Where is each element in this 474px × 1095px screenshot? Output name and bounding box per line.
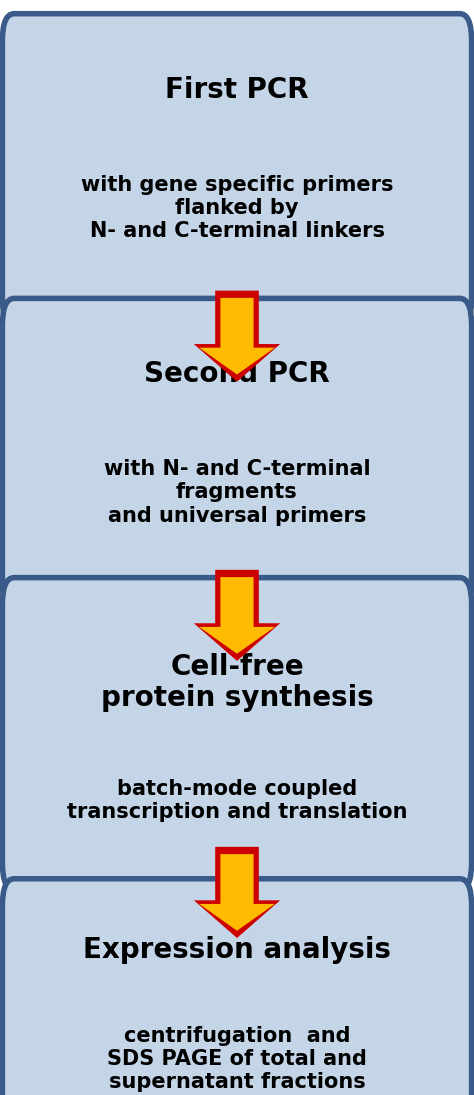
- Polygon shape: [194, 846, 280, 938]
- Text: Cell-free
protein synthesis: Cell-free protein synthesis: [100, 653, 374, 712]
- FancyBboxPatch shape: [2, 14, 472, 326]
- Polygon shape: [194, 569, 280, 661]
- Text: with gene specific primers
flanked by
N- and C-terminal linkers: with gene specific primers flanked by N-…: [81, 174, 393, 241]
- Polygon shape: [199, 577, 275, 654]
- Polygon shape: [199, 854, 275, 931]
- Text: Expression analysis: Expression analysis: [83, 936, 391, 965]
- FancyBboxPatch shape: [2, 578, 472, 889]
- FancyBboxPatch shape: [2, 878, 472, 1095]
- FancyBboxPatch shape: [2, 299, 472, 611]
- Text: centrifugation  and
SDS PAGE of total and
supernatant fractions: centrifugation and SDS PAGE of total and…: [107, 1026, 367, 1092]
- Polygon shape: [199, 298, 275, 374]
- Text: batch-mode coupled
transcription and translation: batch-mode coupled transcription and tra…: [67, 779, 407, 822]
- Text: First PCR: First PCR: [165, 76, 309, 104]
- Text: with N- and C-terminal
fragments
and universal primers: with N- and C-terminal fragments and uni…: [104, 459, 370, 526]
- Polygon shape: [194, 290, 280, 382]
- Text: Second PCR: Second PCR: [144, 360, 330, 389]
